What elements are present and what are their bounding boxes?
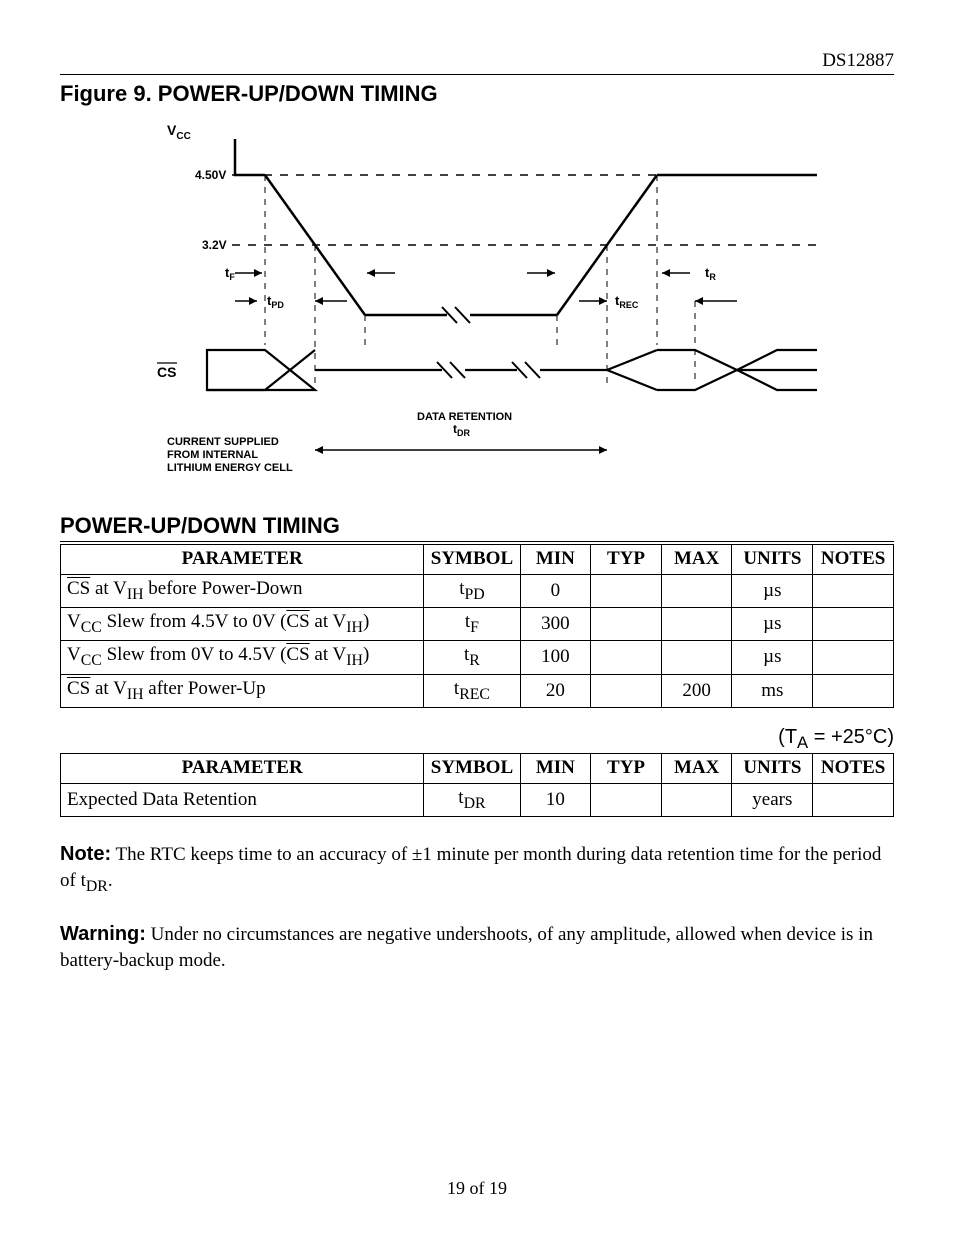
th-units: UNITS (732, 545, 813, 575)
retention-table: PARAMETER SYMBOL MIN TYP MAX UNITS NOTES… (60, 753, 894, 817)
cell-symbol: tF (424, 608, 520, 641)
tdr-sub: DR (457, 428, 470, 438)
cell-parameter: VCC Slew from 4.5V to 0V (CS at VIH) (61, 608, 424, 641)
th-typ: TYP (591, 754, 662, 784)
doc-id: DS12887 (60, 50, 894, 72)
cell-notes (813, 574, 894, 607)
level-lo: 3.2V (202, 238, 227, 252)
cell-parameter: CS at VIH after Power-Up (61, 674, 424, 707)
table-row: CS at VIH before Power-Down tPD 0 µs (61, 574, 894, 607)
th-notes: NOTES (813, 545, 894, 575)
cell-units: years (732, 783, 813, 816)
cell-symbol: tDR (424, 783, 520, 816)
cell-typ (591, 574, 662, 607)
cell-min: 100 (520, 641, 591, 674)
cell-units: µs (732, 574, 813, 607)
timing-diagram: VCC 4.50V 3.2V tF (117, 115, 837, 485)
cell-symbol: tPD (424, 574, 520, 607)
th-min: MIN (520, 754, 591, 784)
table-row: VCC Slew from 0V to 4.5V (CS at VIH) tR … (61, 641, 894, 674)
cell-typ (591, 674, 662, 707)
th-notes: NOTES (813, 754, 894, 784)
cell-parameter: CS at VIH before Power-Down (61, 574, 424, 607)
th-units: UNITS (732, 754, 813, 784)
svg-text:tF: tF (225, 265, 235, 282)
cell-min: 0 (520, 574, 591, 607)
cell-max (661, 783, 732, 816)
cell-max (661, 608, 732, 641)
th-symbol: SYMBOL (424, 754, 520, 784)
th-parameter: PARAMETER (61, 754, 424, 784)
cell-typ (591, 608, 662, 641)
note-text: The RTC keeps time to an accuracy of ±1 … (60, 844, 881, 891)
supply-text-3: LITHIUM ENERGY CELL (167, 462, 293, 474)
supply-text-2: FROM INTERNAL (167, 449, 258, 461)
cell-notes (813, 608, 894, 641)
cell-symbol: tR (424, 641, 520, 674)
tf-sub: F (229, 272, 235, 282)
data-retention-label: DATA RETENTION (417, 411, 512, 423)
warning-text: Under no circumstances are negative unde… (60, 924, 873, 971)
cell-max (661, 641, 732, 674)
condition-line: (TA = +25°C) (60, 726, 894, 753)
th-typ: TYP (591, 545, 662, 575)
timing-table: PARAMETER SYMBOL MIN TYP MAX UNITS NOTES… (60, 544, 894, 708)
tr-sub: R (709, 272, 716, 282)
level-hi: 4.50V (195, 168, 226, 182)
top-rule (60, 74, 894, 75)
cell-symbol: tREC (424, 674, 520, 707)
cell-parameter: VCC Slew from 0V to 4.5V (CS at VIH) (61, 641, 424, 674)
th-symbol: SYMBOL (424, 545, 520, 575)
cell-units: ms (732, 674, 813, 707)
cell-max: 200 (661, 674, 732, 707)
cell-min: 300 (520, 608, 591, 641)
cell-min: 10 (520, 783, 591, 816)
cell-typ (591, 641, 662, 674)
th-max: MAX (661, 545, 732, 575)
svg-text:tPD: tPD (267, 293, 284, 310)
th-min: MIN (520, 545, 591, 575)
warning-label: Warning: (60, 923, 146, 945)
note-label: Note: (60, 843, 111, 865)
cell-max (661, 574, 732, 607)
table-row: Expected Data Retention tDR 10 years (61, 783, 894, 816)
cell-units: µs (732, 641, 813, 674)
cell-notes (813, 783, 894, 816)
cell-units: µs (732, 608, 813, 641)
tpd-sub: PD (271, 300, 284, 310)
figure-title: Figure 9. POWER-UP/DOWN TIMING (60, 81, 894, 107)
svg-text:tR: tR (705, 265, 716, 282)
cell-notes (813, 674, 894, 707)
svg-text:tREC: tREC (615, 293, 639, 310)
th-max: MAX (661, 754, 732, 784)
table-row: CS at VIH after Power-Up tREC 20 200 ms (61, 674, 894, 707)
trec-sub: REC (619, 300, 639, 310)
vcc-sub: CC (176, 131, 190, 142)
note-block: Note: The RTC keeps time to an accuracy … (60, 841, 894, 897)
cell-notes (813, 641, 894, 674)
svg-text:VCC: VCC (167, 122, 191, 142)
cell-parameter: Expected Data Retention (61, 783, 424, 816)
supply-text-1: CURRENT SUPPLIED (167, 436, 279, 448)
section-title-1: POWER-UP/DOWN TIMING (60, 513, 894, 542)
cs-label: CS (157, 364, 176, 380)
timing-diagram-container: VCC 4.50V 3.2V tF (60, 115, 894, 485)
cell-min: 20 (520, 674, 591, 707)
svg-text:tDR: tDR (453, 422, 470, 438)
page-footer: 19 of 19 (0, 1178, 954, 1199)
th-parameter: PARAMETER (61, 545, 424, 575)
warning-block: Warning: Under no circumstances are nega… (60, 921, 894, 974)
table-row: VCC Slew from 4.5V to 0V (CS at VIH) tF … (61, 608, 894, 641)
cell-typ (591, 783, 662, 816)
